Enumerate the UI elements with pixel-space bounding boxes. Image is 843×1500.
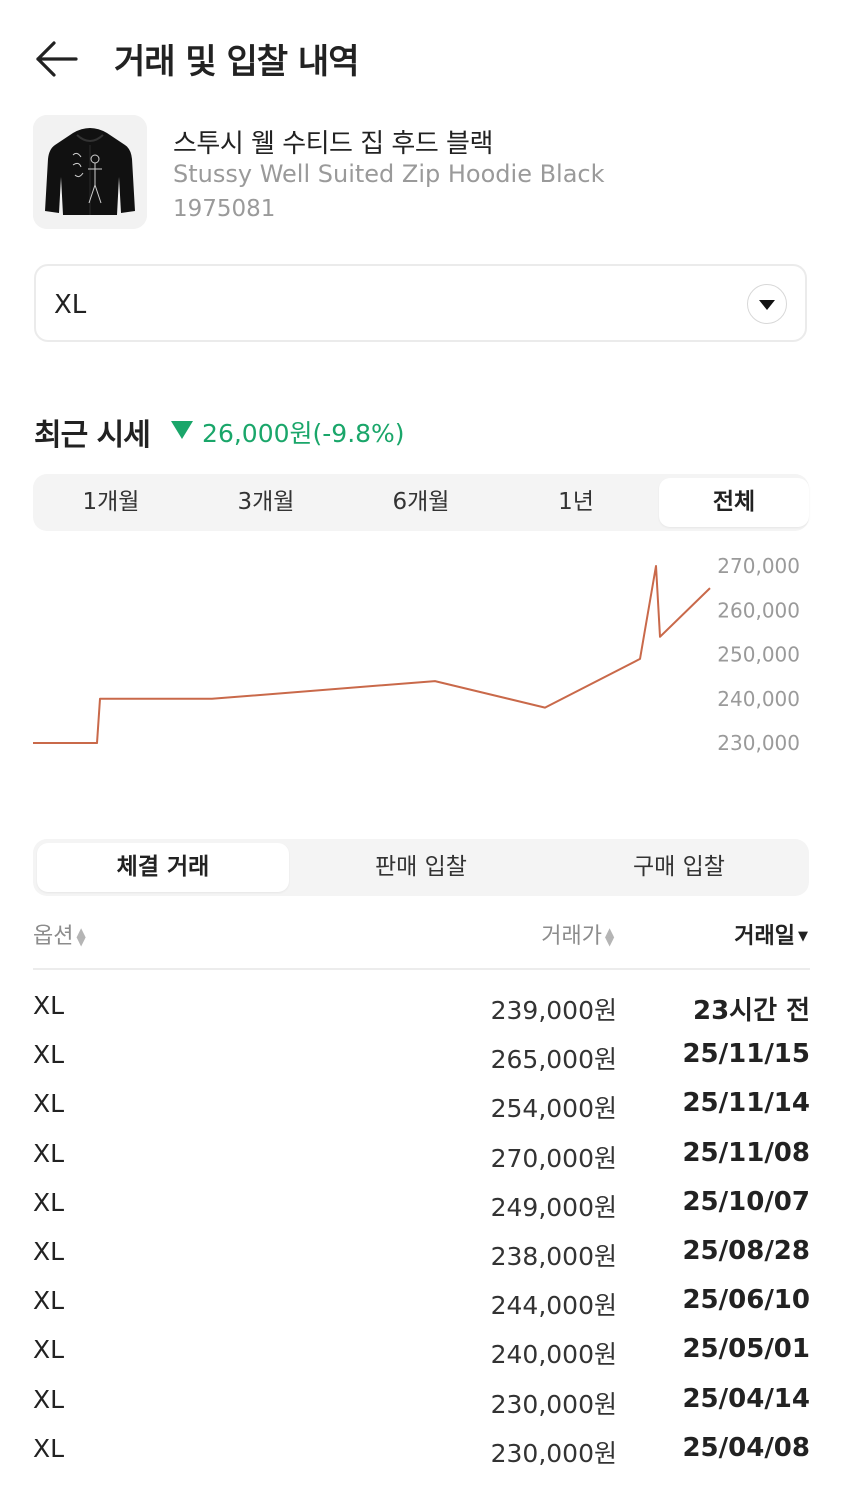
row-date: 25/04/14 (682, 1383, 810, 1414)
price-column-header[interactable]: 거래가 ▲ ▼ (541, 918, 617, 950)
product-image[interactable] (33, 115, 147, 229)
product-name-ko: 스투시 웰 수티드 집 후드 블랙 (173, 129, 493, 159)
row-date: 25/11/15 (682, 1039, 810, 1070)
row-date: 25/06/10 (682, 1285, 810, 1316)
product-info: 스투시 웰 수티드 집 후드 블랙 Stussy Well Suited Zip… (33, 115, 813, 230)
option-header-label: 옵션 (33, 924, 74, 949)
row-date: 23시간 전 (693, 996, 810, 1026)
hoodie-image (33, 115, 147, 229)
row-price: 244,000원 (490, 1291, 617, 1321)
row-price: 238,000원 (490, 1241, 617, 1271)
table-row: XL 239,000원 23시간 전 (33, 985, 810, 1034)
arrow-left-icon (36, 41, 78, 77)
price-header-label: 거래가 (541, 924, 602, 949)
row-price: 249,000원 (490, 1192, 617, 1222)
row-option: XL (33, 1138, 65, 1168)
recent-price-label: 최근 시세 (34, 418, 151, 453)
tab-6-months[interactable]: 6개월 (392, 489, 450, 515)
row-date: 25/10/07 (682, 1186, 810, 1217)
row-option: XL (33, 1236, 65, 1266)
table-row: XL 249,000원 25/10/07 (33, 1182, 810, 1231)
y-tick-label: 260,000 (717, 598, 800, 622)
product-code: 1975081 (173, 196, 276, 222)
table-row: XL 270,000원 25/11/08 (33, 1133, 810, 1182)
size-value: XL (54, 290, 87, 320)
period-tabs: 1개월 3개월 6개월 1년 전체 (33, 474, 809, 531)
recent-price-change: 26,000원(-9.8%) (202, 419, 405, 448)
row-date: 25/08/28 (682, 1235, 810, 1266)
sort-icon: ▲ ▼ (76, 925, 86, 948)
row-option: XL (33, 1384, 65, 1414)
row-price: 239,000원 (490, 996, 617, 1025)
page-title: 거래 및 입찰 내역 (114, 42, 359, 82)
history-tabs: 체결 거래 판매 입찰 구매 입찰 (33, 839, 809, 896)
row-price: 254,000원 (490, 1094, 617, 1124)
table-row: XL 238,000원 25/08/28 (33, 1231, 810, 1280)
price-series-line (33, 565, 711, 744)
tab-buy-bids[interactable]: 구매 입찰 (633, 854, 725, 880)
table-header: 옵션 ▲ ▼ 거래가 ▲ ▼ 거래일 ▼ (33, 910, 810, 970)
date-header-label: 거래일 (734, 924, 795, 949)
tab-all[interactable]: 전체 (659, 478, 809, 527)
y-tick-label: 240,000 (717, 687, 800, 711)
row-price: 230,000원 (490, 1389, 617, 1419)
table-row: XL 230,000원 25/04/14 (33, 1379, 810, 1428)
row-option: XL (33, 991, 65, 1020)
row-date: 25/04/08 (682, 1432, 810, 1463)
product-name-en: Stussy Well Suited Zip Hoodie Black (173, 160, 605, 188)
row-option: XL (33, 1433, 65, 1463)
row-price: 270,000원 (490, 1143, 617, 1173)
table-row: XL 244,000원 25/06/10 (33, 1280, 810, 1329)
trade-list: XL 239,000원 23시간 전 XL 265,000원 25/11/15 … (33, 985, 810, 1477)
tab-sell-bids[interactable]: 판매 입찰 (375, 854, 467, 880)
tab-3-months[interactable]: 3개월 (237, 489, 295, 515)
recent-price: 최근 시세 26,000원(-9.8%) (34, 410, 405, 453)
back-button[interactable] (34, 38, 80, 80)
row-option: XL (33, 1040, 65, 1070)
y-tick-label: 250,000 (717, 643, 800, 667)
tab-1-month[interactable]: 1개월 (82, 489, 140, 515)
row-option: XL (33, 1187, 65, 1217)
table-row: XL 230,000원 25/04/08 (33, 1428, 810, 1477)
tab-1-year[interactable]: 1년 (558, 489, 594, 515)
row-price: 265,000원 (490, 1045, 617, 1075)
row-date: 25/05/01 (682, 1334, 810, 1365)
table-row: XL 265,000원 25/11/15 (33, 1034, 810, 1083)
sort-desc-icon: ▼ (798, 929, 808, 944)
chevron-down-icon (747, 284, 787, 324)
price-chart: 270,000 260,000 250,000 240,000 230,000 (0, 540, 843, 780)
option-column-header[interactable]: 옵션 ▲ ▼ (33, 918, 88, 950)
table-row: XL 240,000원 25/05/01 (33, 1329, 810, 1378)
row-option: XL (33, 1335, 65, 1365)
row-option: XL (33, 1089, 65, 1119)
row-date: 25/11/08 (682, 1137, 810, 1168)
header: 거래 및 입찰 내역 (0, 0, 843, 115)
size-select[interactable]: XL (34, 264, 807, 342)
table-row: XL 254,000원 25/11/14 (33, 1083, 810, 1132)
y-tick-label: 270,000 (717, 554, 800, 578)
row-date: 25/11/14 (682, 1088, 810, 1119)
date-column-header[interactable]: 거래일 ▼ (734, 918, 810, 950)
down-triangle-icon (170, 421, 193, 443)
row-option: XL (33, 1286, 65, 1316)
sort-icon: ▲ ▼ (605, 925, 615, 948)
row-price: 230,000원 (490, 1438, 617, 1468)
price-chart-svg: 270,000 260,000 250,000 240,000 230,000 (33, 554, 800, 755)
y-tick-label: 230,000 (717, 731, 800, 755)
row-price: 240,000원 (490, 1340, 617, 1370)
tab-completed-trades[interactable]: 체결 거래 (37, 843, 289, 892)
